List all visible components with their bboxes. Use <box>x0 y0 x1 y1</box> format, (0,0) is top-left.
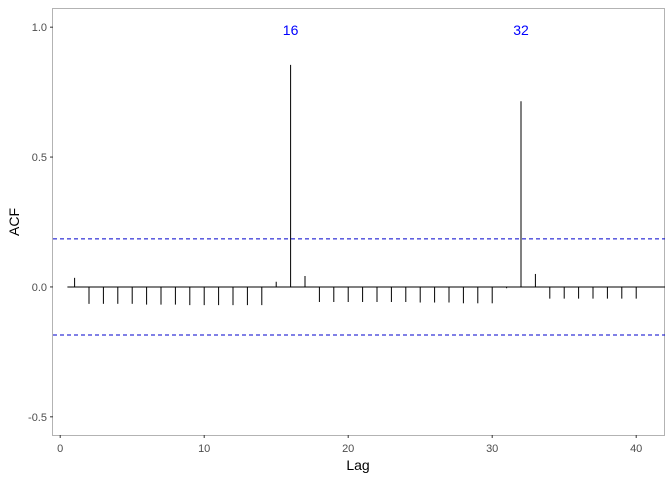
y-tick-label: 0.0 <box>32 282 47 294</box>
x-axis-ticks: 0 10 20 30 40 <box>57 435 642 455</box>
x-tick-label: 20 <box>342 443 354 455</box>
y-tick-label: 1.0 <box>32 22 47 34</box>
y-axis-title: ACF <box>6 208 22 236</box>
y-axis-ticks: -0.5 0.0 0.5 1.0 <box>28 22 53 424</box>
y-tick-label: 0.5 <box>32 152 47 164</box>
x-tick-label: 10 <box>198 443 210 455</box>
x-tick-label: 40 <box>630 443 642 455</box>
y-tick-label: -0.5 <box>28 412 47 424</box>
annotations: 16 32 <box>283 22 529 38</box>
peak-label: 32 <box>513 22 529 38</box>
x-axis-title: Lag <box>346 457 369 473</box>
peak-label: 16 <box>283 22 299 38</box>
panel-border <box>52 8 665 436</box>
x-tick-label: 30 <box>486 443 498 455</box>
reference-lines <box>53 238 665 336</box>
x-tick-label: 0 <box>57 443 63 455</box>
bars-layer <box>74 64 637 306</box>
